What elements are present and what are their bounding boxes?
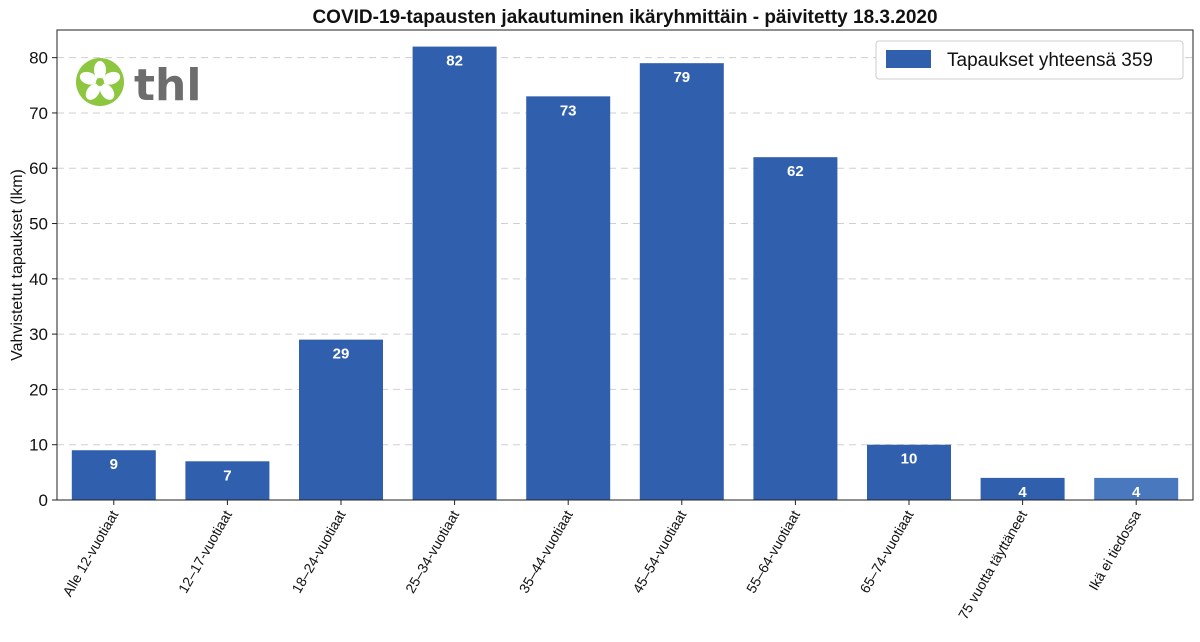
bar-value-label: 79 — [673, 69, 690, 86]
x-tick-label: Ikä ei tiedossa — [1085, 507, 1144, 593]
bar-labels: 9 7 29 82 73 79 62 10 4 4 — [110, 53, 1141, 501]
gridlines — [57, 57, 1193, 446]
logo-text: thl — [134, 60, 201, 111]
bar-value-label: 82 — [446, 53, 463, 70]
bar — [1094, 477, 1179, 500]
flower-icon — [76, 58, 124, 106]
y-tick-label: 80 — [29, 49, 48, 68]
x-tick-label: Alle 12-vuotiaat — [59, 507, 121, 599]
bar — [753, 157, 838, 501]
bar-value-label: 73 — [560, 102, 577, 119]
bar — [980, 477, 1065, 500]
bar-value-label: 4 — [1132, 484, 1141, 501]
bar — [71, 450, 156, 500]
bar — [412, 46, 497, 501]
bar-value-label: 62 — [787, 163, 804, 180]
y-axis-label: Vahvistetut tapaukset (lkm) — [9, 169, 26, 361]
bar — [639, 63, 724, 500]
bar — [526, 96, 611, 501]
y-axis-ticks: 0 10 20 30 40 50 60 70 80 — [29, 49, 57, 510]
bar-value-label: 4 — [1018, 484, 1027, 501]
x-tick-label: 18–24-vuotiaat — [288, 507, 348, 595]
legend-box — [875, 40, 1184, 80]
x-tick-label: 25–34-vuotiaat — [402, 507, 462, 595]
x-tick-label: 35–44-vuotiaat — [516, 507, 576, 595]
bar-value-label: 7 — [223, 467, 231, 484]
x-tick-label: 45–54-vuotiaat — [629, 507, 689, 595]
chart-title: COVID-19-tapausten jakautuminen ikäryhmi… — [312, 7, 937, 28]
y-tick-label: 50 — [29, 215, 48, 234]
legend: Tapaukset yhteensä 359 — [875, 40, 1184, 80]
bar-value-label: 29 — [333, 346, 350, 363]
x-tick-label: 65–74-vuotiaat — [856, 507, 916, 595]
bar-value-label: 10 — [901, 451, 918, 468]
y-tick-label: 70 — [29, 104, 48, 123]
legend-label: Tapaukset yhteensä 359 — [947, 50, 1153, 71]
bars — [71, 46, 1179, 501]
y-tick-label: 20 — [29, 380, 48, 399]
x-tick-label: 75 vuotta täyttäneet — [955, 507, 1030, 622]
y-tick-label: 40 — [29, 270, 48, 289]
bar — [185, 461, 270, 500]
bar — [299, 339, 383, 500]
thl-logo: thl — [76, 58, 201, 111]
x-axis-ticks: Alle 12-vuotiaat 12–17-vuotiaat 18–24-vuot… — [59, 500, 1144, 622]
legend-swatch — [886, 50, 931, 68]
x-tick-label: 12–17-vuotiaat — [175, 507, 235, 595]
bar-value-label: 9 — [110, 456, 118, 473]
x-tick-label: 55–64-vuotiaat — [743, 507, 803, 595]
bar — [867, 444, 951, 500]
y-tick-label: 0 — [39, 491, 48, 510]
y-tick-label: 60 — [29, 159, 48, 178]
y-tick-label: 30 — [29, 325, 48, 344]
y-tick-label: 10 — [29, 436, 48, 455]
plot-frame — [56, 29, 1194, 501]
